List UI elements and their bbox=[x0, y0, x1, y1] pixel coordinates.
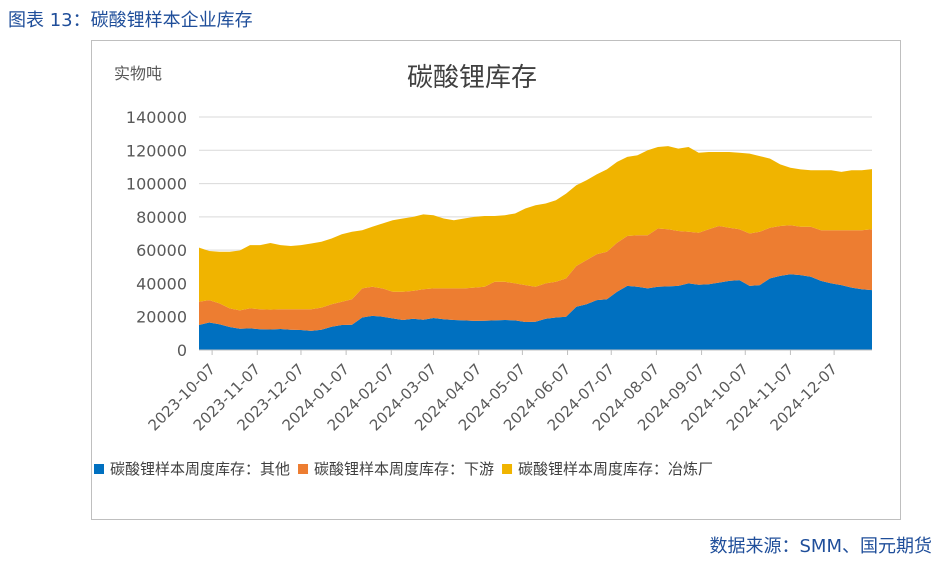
area-series-0 bbox=[199, 274, 872, 350]
figure-title: 图表 13：碳酸锂样本企业库存 bbox=[8, 10, 253, 31]
legend-label-0: 碳酸锂样本周度库存：其他 bbox=[110, 460, 290, 478]
y-tick-label: 0 bbox=[177, 341, 187, 360]
y-tick-label: 40000 bbox=[136, 274, 187, 293]
legend-swatch-1 bbox=[298, 464, 309, 474]
y-tick-label: 60000 bbox=[136, 241, 187, 260]
legend-swatch-0 bbox=[94, 464, 104, 474]
chart-frame: 0 20000 40000 60000 80000 100000 120000 140000 2… bbox=[91, 40, 901, 520]
stacked-area-chart: 0200004000060000800001000001200001400002… bbox=[94, 63, 872, 478]
y-axis-unit-label: 实物吨 bbox=[114, 64, 162, 83]
y-tick-label: 140000 bbox=[126, 108, 187, 127]
legend: 碳酸锂样本周度库存：其他 碳酸锂样本周度库存：下游 碳酸锂样本周度库存：冶炼厂 bbox=[94, 460, 713, 478]
y-tick-label: 20000 bbox=[136, 308, 187, 327]
area-series-1 bbox=[199, 225, 872, 331]
area-series-2 bbox=[199, 146, 872, 311]
chart-title: 碳酸锂库存 bbox=[407, 63, 537, 93]
area-series bbox=[199, 146, 872, 350]
legend-swatch-2 bbox=[502, 464, 513, 474]
legend-label-2: 碳酸锂样本周度库存：冶炼厂 bbox=[518, 460, 713, 478]
y-tick-label: 80000 bbox=[136, 208, 187, 227]
legend-label-1: 碳酸锂样本周度库存：下游 bbox=[314, 460, 494, 478]
y-tick-label: 100000 bbox=[126, 175, 187, 194]
source-note: 数据来源：SMM、国元期货 bbox=[709, 536, 933, 557]
y-tick-label: 120000 bbox=[126, 141, 187, 160]
